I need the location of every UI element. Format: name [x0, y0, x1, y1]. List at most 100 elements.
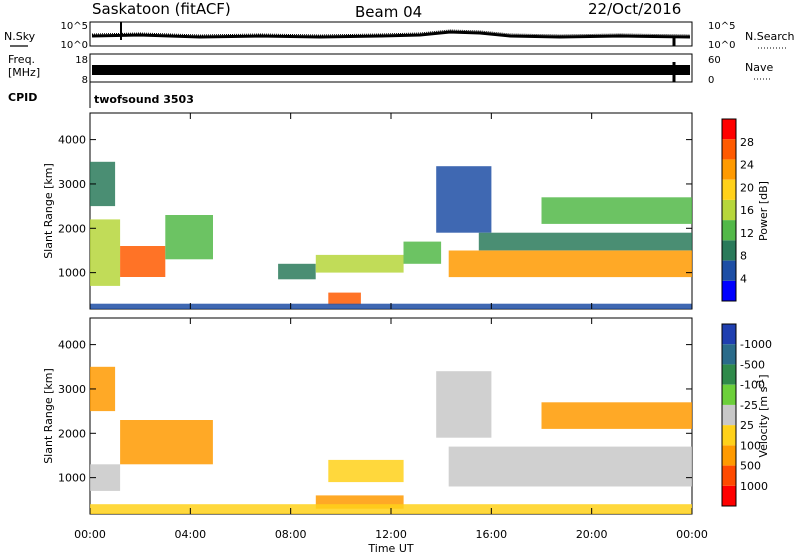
- colorbar-tick-2: 100: [740, 439, 761, 452]
- freq-trace: [92, 65, 690, 75]
- cpid-label: CPID: [8, 91, 37, 104]
- noise-sky-label: N.Sky: [4, 30, 36, 43]
- data-region-5: [436, 371, 492, 438]
- velocity-y-axis-label: Slant Range [km]: [42, 368, 55, 464]
- time-axis: 00:00 04:00 08:00 12:00 16:00 20:00 00:00: [74, 113, 708, 541]
- data-region-11: [541, 197, 692, 224]
- colorbar-swatch-3: [722, 425, 736, 446]
- data-region-8: [436, 166, 492, 233]
- colorbar-tick-6: -500: [740, 358, 765, 371]
- colorbar-swatch-7: [722, 139, 736, 160]
- colorbar-frame: [721, 323, 737, 507]
- data-region-5: [315, 254, 404, 273]
- power-y-ticks: 1000 2000 3000 4000: [58, 134, 692, 280]
- colorbar-tick-3: 25: [740, 419, 754, 432]
- cpid-value: twofsound 3503: [94, 93, 194, 106]
- colorbar-swatch-7: [722, 344, 736, 365]
- power-colorbar: 4 8 12 16 20 24 28: [721, 118, 754, 302]
- velocity-panel: 1000 2000 3000 4000: [58, 317, 693, 515]
- noise-search-trace: [91, 29, 691, 36]
- freq-left-tick-bottom: 8: [82, 75, 88, 86]
- x-tick-label-2: 08:00: [275, 528, 307, 541]
- data-region-7: [541, 402, 692, 429]
- x-tick-label-1: 04:00: [174, 528, 206, 541]
- colorbar-swatch-1: [722, 260, 736, 281]
- power-colorbar-label: Power [dB]: [757, 181, 770, 241]
- data-region-6: [448, 446, 692, 487]
- y-tick-label-2: 3000: [58, 178, 86, 191]
- colorbar-tick-3: 16: [740, 204, 754, 217]
- data-region-0: [90, 219, 121, 286]
- freq-left-tick-top: 18: [75, 55, 88, 66]
- y-tick-label-3: 4000: [58, 339, 86, 352]
- freq-panel-frame: [89, 53, 693, 83]
- noise-panel-frame: [89, 21, 693, 47]
- colorbar-swatch-2: [722, 240, 736, 261]
- date-title: 22/Oct/2016: [588, 0, 681, 18]
- colorbar-swatch-8: [722, 119, 736, 140]
- freq-right-tick-top: 60: [708, 55, 721, 66]
- data-region-1: [120, 246, 166, 277]
- station-title: Saskatoon (fitACF): [92, 0, 231, 18]
- y-tick-label-1: 2000: [58, 427, 86, 440]
- colorbar-tick-7: -1000: [740, 338, 772, 351]
- data-region-2: [165, 215, 213, 260]
- x-tick-label-4: 16:00: [475, 528, 507, 541]
- colorbar-tick-6: 28: [740, 136, 754, 149]
- data-region-9: [448, 250, 692, 278]
- colorbar-swatch-1: [722, 465, 736, 486]
- velocity-y-ticks: 1000 2000 3000 4000: [58, 339, 692, 485]
- colorbar-tick-1: 8: [740, 250, 747, 263]
- noise-search-label: N.Search: [745, 30, 795, 43]
- velocity-colorbar-label: Velocity [m s-1]: [756, 374, 771, 457]
- noise-left-tick-top: 10^5: [61, 21, 88, 32]
- colorbar-frame: [721, 118, 737, 302]
- freq-label-top: Freq.: [8, 53, 35, 66]
- nave-label: Nave: [745, 61, 773, 74]
- noise-sky-trace: [91, 30, 691, 39]
- y-tick-label-0: 1000: [58, 267, 86, 280]
- y-tick-label-3: 4000: [58, 134, 86, 147]
- colorbar-swatch-4: [722, 404, 736, 426]
- x-tick-label-0: 00:00: [74, 528, 106, 541]
- data-region-3: [328, 459, 404, 483]
- beam-title: Beam 04: [355, 3, 422, 21]
- noise-right-tick-top: 10^5: [708, 21, 735, 32]
- colorbar-tick-5: 24: [740, 159, 754, 172]
- freq-right-tick-bottom: 0: [708, 75, 714, 86]
- power-y-axis-label: Slant Range [km]: [42, 163, 55, 259]
- colorbar-tick-0: 4: [740, 272, 747, 285]
- colorbar-swatch-5: [722, 179, 736, 200]
- colorbar-swatch-2: [722, 445, 736, 466]
- colorbar-tick-4: 20: [740, 181, 754, 194]
- noise-left-tick-bottom: 10^0: [61, 40, 88, 51]
- colorbar-tick-2: 12: [740, 227, 754, 240]
- x-tick-label-3: 12:00: [375, 528, 407, 541]
- colorbar-swatch-6: [722, 159, 736, 180]
- freq-label-bottom: [MHz]: [8, 66, 40, 79]
- colorbar-swatch-5: [722, 384, 736, 405]
- colorbar-swatch-8: [722, 324, 736, 345]
- colorbar-swatch-6: [722, 364, 736, 385]
- y-tick-label-0: 1000: [58, 472, 86, 485]
- colorbar-swatch-3: [722, 220, 736, 241]
- power-panel: 1000 2000 3000 4000: [58, 112, 693, 310]
- time-axis-label: Time UT: [367, 542, 413, 554]
- y-tick-label-1: 2000: [58, 222, 86, 235]
- colorbar-tick-0: 1000: [740, 480, 768, 493]
- y-tick-label-2: 3000: [58, 383, 86, 396]
- data-region-6: [328, 292, 361, 305]
- velocity-colorbar: 1000 500 100 25 -25 -100 -500 -1000: [721, 323, 772, 507]
- colorbar-swatch-0: [722, 485, 736, 506]
- data-region-10: [478, 232, 692, 251]
- noise-right-tick-bottom: 10^0: [708, 40, 735, 51]
- data-region-4: [278, 263, 316, 280]
- colorbar-tick-5: -100: [740, 379, 765, 392]
- data-region-7: [403, 241, 442, 264]
- colorbar-swatch-4: [722, 199, 736, 221]
- colorbar-tick-1: 500: [740, 460, 761, 473]
- colorbar-swatch-0: [722, 280, 736, 301]
- x-tick-label-6: 00:00: [676, 528, 708, 541]
- data-region-1: [120, 420, 213, 465]
